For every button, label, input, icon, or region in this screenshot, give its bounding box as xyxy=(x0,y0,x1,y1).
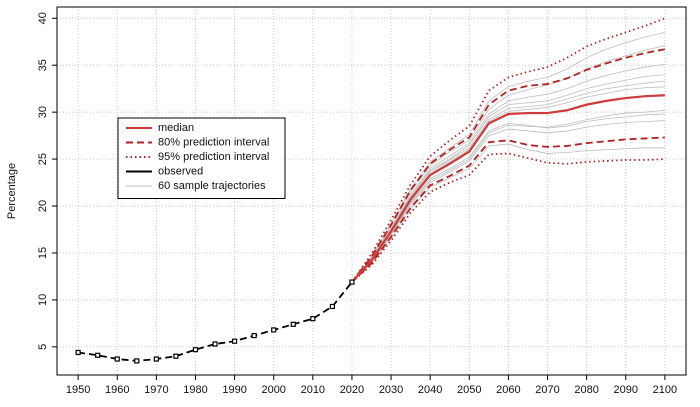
y-tick-label: 20 xyxy=(37,200,49,212)
x-tick-label: 1980 xyxy=(183,384,207,396)
legend-label: 60 sample trajectories xyxy=(158,180,266,192)
legend-box xyxy=(117,117,286,199)
x-tick-label: 1960 xyxy=(105,384,129,396)
legend-label: median xyxy=(158,122,194,134)
sample-trajectory xyxy=(351,109,665,283)
x-tick-label: 2020 xyxy=(340,384,364,396)
data-point xyxy=(271,327,277,333)
y-tick-label: 25 xyxy=(37,153,49,165)
data-point xyxy=(173,353,179,359)
legend-label: observed xyxy=(158,165,203,177)
axes: 1950 1960 1970 1980 1990 2000 2010 2020 2030 2040… xyxy=(37,12,677,396)
data-point xyxy=(192,347,199,353)
legend-label: 95% prediction interval xyxy=(158,151,269,163)
plot-frame xyxy=(56,6,687,376)
plot-area xyxy=(75,17,666,364)
data-point xyxy=(329,303,335,310)
data-point xyxy=(251,332,257,339)
sample-trajectory xyxy=(351,45,665,283)
x-tick-label: 1990 xyxy=(222,384,246,396)
data-point xyxy=(212,341,218,347)
x-tick-label: 2000 xyxy=(261,384,285,396)
data-point xyxy=(75,349,81,356)
data-point xyxy=(231,338,238,344)
x-tick-label: 2080 xyxy=(574,384,598,396)
data-point xyxy=(95,352,101,358)
x-tick-label: 1970 xyxy=(144,384,168,396)
y-axis-label: Percentage xyxy=(6,163,18,219)
y-tick-label: 5 xyxy=(37,344,49,350)
data-point xyxy=(310,316,316,322)
x-tick-label: 2010 xyxy=(301,384,325,396)
data-point xyxy=(134,358,140,364)
sample-trajectory xyxy=(351,74,665,283)
x-tick-label: 2100 xyxy=(653,384,677,396)
y-tick-label: 40 xyxy=(37,12,49,24)
sample-trajectory xyxy=(351,63,665,283)
x-tick-label: 2060 xyxy=(496,384,520,396)
x-tick-label: 2090 xyxy=(614,384,638,396)
sample-trajectory xyxy=(351,120,665,283)
interval-upper xyxy=(351,17,666,283)
x-tick-label: 1950 xyxy=(66,384,90,396)
series-line xyxy=(351,94,665,283)
legend-label: 80% prediction interval xyxy=(158,136,269,148)
y-tick-label: 15 xyxy=(37,247,49,259)
interval-lower xyxy=(351,136,665,283)
data-point xyxy=(290,321,296,327)
y-tick-label: 10 xyxy=(37,294,49,306)
y-tick-label: 35 xyxy=(37,59,49,71)
y-tick-label: 30 xyxy=(37,106,49,118)
data-point xyxy=(349,279,355,285)
legend: median 80% prediction interval 95% predict… xyxy=(117,117,286,199)
data-point xyxy=(114,356,120,362)
series-line xyxy=(77,281,353,362)
x-tick-label: 2040 xyxy=(418,384,442,396)
sample-trajectory xyxy=(351,113,665,283)
data-point xyxy=(153,356,159,362)
interval-lower xyxy=(351,152,665,283)
x-tick-label: 2070 xyxy=(535,384,559,396)
sample-trajectory xyxy=(351,31,665,283)
x-tick-label: 2050 xyxy=(457,384,481,396)
x-tick-label: 2030 xyxy=(379,384,403,396)
